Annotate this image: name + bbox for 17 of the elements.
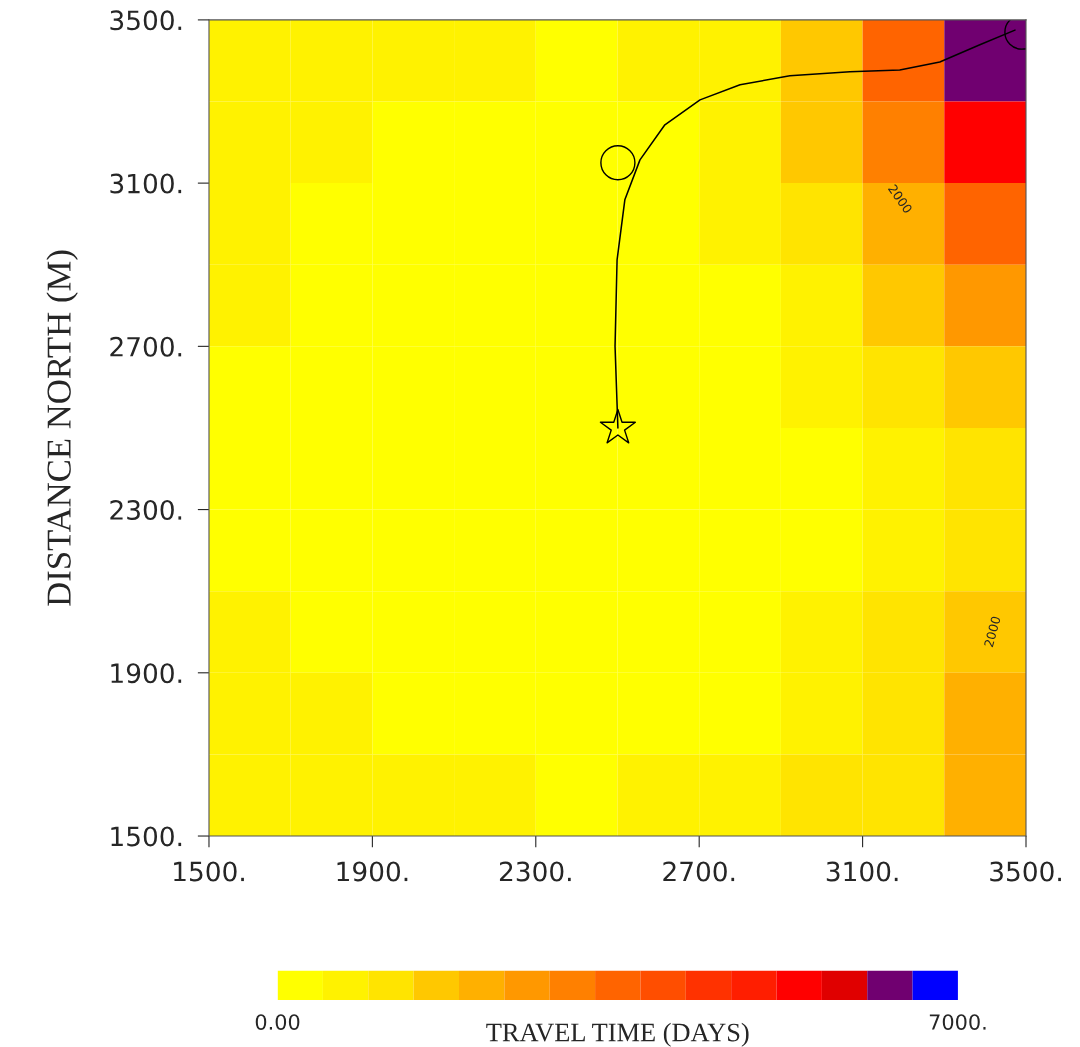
y-tick-label: 1500. — [111, 826, 182, 847]
annotation: 2000 — [983, 615, 1001, 648]
x-tick-label: 2700. — [663, 861, 735, 882]
y-axis-title: DISTANCE NORTH (M) — [46, 250, 78, 606]
color-bar-label: 0.00 — [255, 1014, 300, 1030]
y-tick-label: 2300. — [110, 500, 182, 520]
y-tick-label: 3100. — [110, 173, 182, 194]
x-tick-label: 2300. — [499, 861, 571, 882]
y-tick-label: 1900. — [111, 663, 182, 684]
y-tick-label: 3500. — [110, 10, 182, 31]
x-tick-label: 3500. — [990, 861, 1061, 882]
color-bar-label: 7000. — [929, 1014, 986, 1030]
y-tick-label: 2700. — [110, 336, 182, 357]
x-tick-label: 1500. — [174, 861, 244, 882]
x-tick-label: 3100. — [826, 861, 898, 882]
x-tick-label: 1900. — [337, 861, 408, 882]
color-bar-title: TRAVEL TIME (DAYS) — [486, 1022, 749, 1047]
